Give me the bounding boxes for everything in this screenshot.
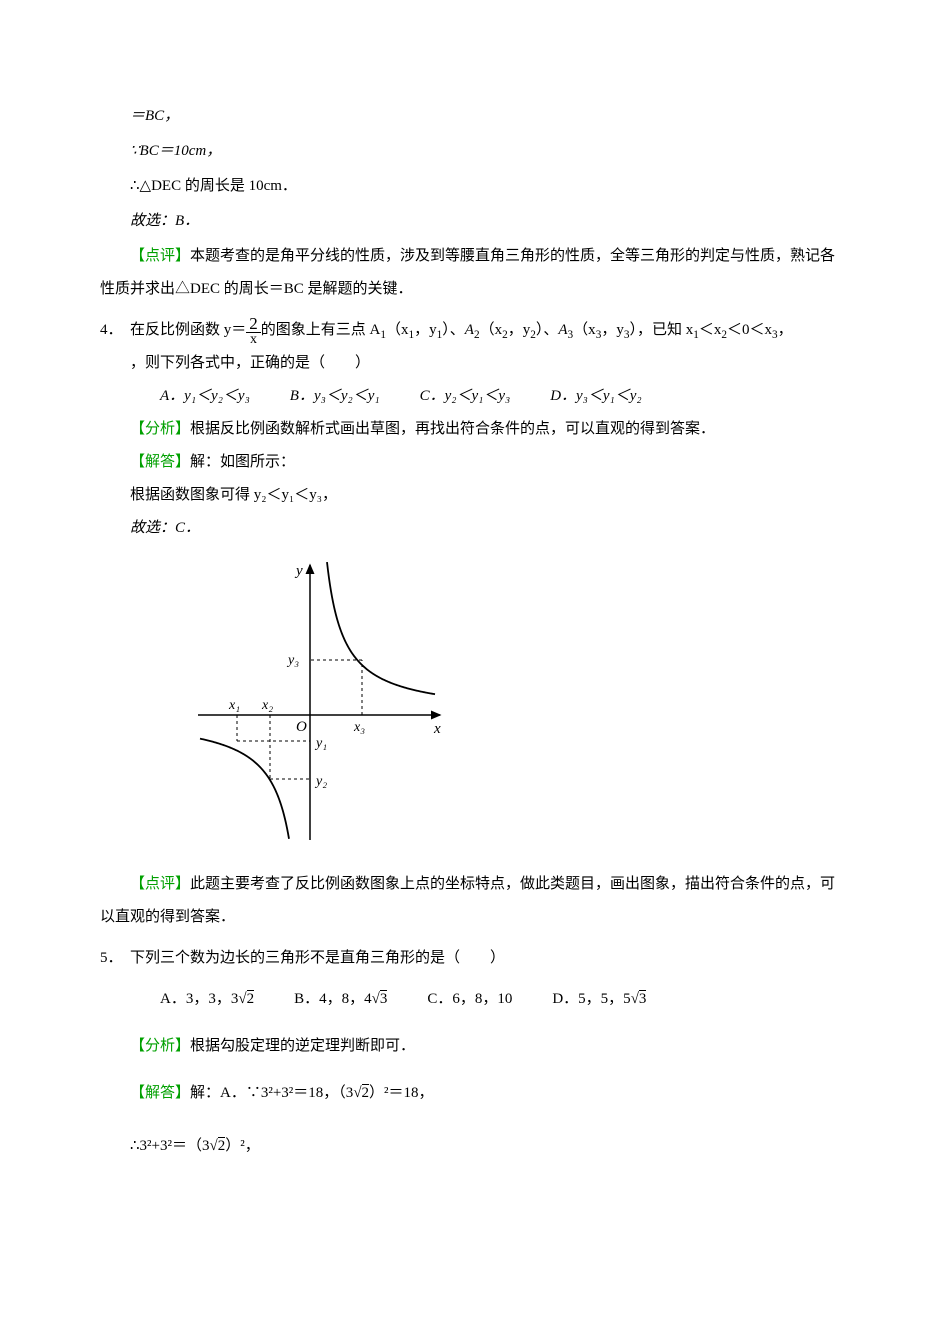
svg-text:x₂: x₂ — [261, 698, 273, 713]
q4-solve-a: 【解答】解：如图所示： — [130, 446, 850, 479]
q4-optC: C．y₂＜y₁＜y₃ — [420, 380, 511, 413]
q3-l3: ∴△DEC 的周长是 10cm． — [100, 170, 850, 203]
review-label: 【点评】 — [130, 876, 190, 892]
svg-text:y₂: y₂ — [314, 774, 327, 789]
svg-text:O: O — [296, 719, 307, 735]
svg-text:x₃: x₃ — [353, 720, 365, 735]
q5-block: 5． 下列三个数为边长的三角形不是直角三角形的是（ ） A．3，3，3√2 B．… — [100, 942, 850, 1163]
q5-solve-b: ∴3²+3²＝（3√2）²， — [130, 1130, 850, 1163]
q5-stem: 下列三个数为边长的三角形不是直角三角形的是（ ） — [130, 942, 850, 975]
svg-text:x₁: x₁ — [228, 698, 240, 713]
solve-label: 【解答】 — [130, 1085, 190, 1101]
q4-optA: A．y₁＜y₂＜y₃ — [160, 380, 250, 413]
q3-block: ＝BC， ∵BC＝10cm， ∴△DEC 的周长是 10cm． 故选：B． 【点… — [100, 100, 850, 306]
q4-stem: 在反比例函数 y＝2x的图象上有三点 A1（x1，y1）、A2（x2，y2）、A… — [130, 314, 850, 347]
q3-review: 【点评】本题考查的是角平分线的性质，涉及到等腰直角三角形的性质，全等三角形的判定… — [100, 240, 850, 306]
q4-stem2: ，则下列各式中，正确的是（ ） — [130, 347, 850, 380]
q5-optB: B．4，8，4√3 — [294, 983, 387, 1016]
q3-l2: ∵BC＝10cm， — [100, 135, 850, 168]
reciprocal-graph-svg: y x Ox₁ x₂ x₃ y₁ y₂ y₃ — [190, 555, 450, 845]
q5-options: A．3，3，3√2 B．4，8，4√3 C．6，8，10 D．5，5，5√3 — [160, 983, 850, 1016]
q5-optA: A．3，3，3√2 — [160, 983, 254, 1016]
q5-optD: D．5，5，5√3 — [552, 983, 646, 1016]
q4-review: 【点评】此题主要考查了反比例函数图象上点的坐标特点，做此类题目，画出图象，描出符… — [100, 868, 850, 934]
q5-optC: C．6，8，10 — [427, 983, 512, 1016]
review-label: 【点评】 — [130, 248, 190, 264]
q4-graph: y x Ox₁ x₂ x₃ y₁ y₂ y₃ — [190, 555, 850, 858]
q4-block: 4． 在反比例函数 y＝2x的图象上有三点 A1（x1，y1）、A2（x2，y2… — [100, 314, 850, 934]
q4-number: 4． — [100, 314, 130, 545]
svg-text:x: x — [433, 721, 441, 737]
q3-l1: ＝BC， — [100, 100, 850, 133]
q4-solve-c: 故选：C． — [130, 512, 850, 545]
q4-optB: B．y₃＜y₂＜y₁ — [290, 380, 380, 413]
analysis-label: 【分析】 — [130, 1038, 190, 1054]
q4-options: A．y₁＜y₂＜y₃ B．y₃＜y₂＜y₁ C．y₂＜y₁＜y₃ D．y₃＜y₁… — [160, 380, 850, 413]
q3-l4: 故选：B． — [100, 205, 850, 238]
analysis-label: 【分析】 — [130, 421, 190, 437]
svg-text:y₃: y₃ — [286, 653, 299, 668]
q4-solve-b: 根据函数图象可得 y₂＜y₁＜y₃， — [130, 479, 850, 512]
solve-label: 【解答】 — [130, 454, 190, 470]
svg-text:y: y — [294, 563, 303, 579]
q5-analysis: 【分析】根据勾股定理的逆定理判断即可． — [130, 1030, 850, 1063]
svg-text:y₁: y₁ — [314, 736, 327, 751]
q5-solve-a: 【解答】解：A．∵3²+3²＝18，（3√2）²＝18， — [130, 1077, 850, 1110]
q4-optD: D．y₃＜y₁＜y₂ — [550, 380, 641, 413]
q5-number: 5． — [100, 942, 130, 1163]
q4-analysis: 【分析】根据反比例函数解析式画出草图，再找出符合条件的点，可以直观的得到答案． — [130, 413, 850, 446]
